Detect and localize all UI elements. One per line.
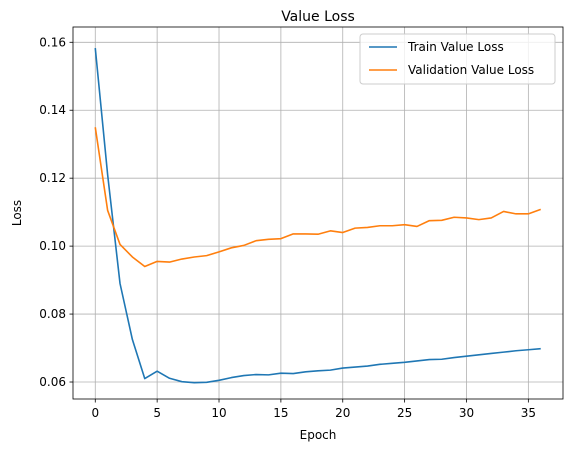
legend-box <box>359 33 556 85</box>
legend-label-validation: Validation Value Loss <box>408 63 534 77</box>
y-tick-label: 0.14 <box>39 103 66 117</box>
plot-frame <box>72 26 564 400</box>
train-value-loss-line <box>94 47 541 384</box>
x-axis-label: Epoch <box>300 428 337 442</box>
x-tick-label: 0 <box>91 406 99 420</box>
x-tick-label: 15 <box>273 406 288 420</box>
legend: Train Value Loss Validation Value Loss <box>359 33 556 85</box>
chart-title: Value Loss <box>281 9 355 25</box>
y-tick-label: 0.10 <box>39 239 66 253</box>
y-tick-label: 0.16 <box>39 35 66 49</box>
validation-value-loss-line <box>94 127 541 268</box>
x-tick-label: 25 <box>397 406 412 420</box>
x-tick-label: 30 <box>459 406 474 420</box>
x-tick-label: 35 <box>521 406 536 420</box>
series-lines <box>94 47 541 384</box>
y-tick-label: 0.12 <box>39 171 66 185</box>
y-tick-label: 0.08 <box>39 307 66 321</box>
y-tick-label: 0.06 <box>39 375 66 389</box>
x-tick-label: 5 <box>153 406 161 420</box>
legend-label-train: Train Value Loss <box>407 40 504 54</box>
y-axis: 0.06 0.08 0.10 0.12 0.14 0.16 <box>39 35 73 389</box>
x-axis: 0 5 10 15 20 25 30 35 <box>91 399 536 420</box>
y-axis-label: Loss <box>10 200 24 226</box>
x-tick-label: 20 <box>335 406 350 420</box>
x-tick-label: 10 <box>211 406 226 420</box>
